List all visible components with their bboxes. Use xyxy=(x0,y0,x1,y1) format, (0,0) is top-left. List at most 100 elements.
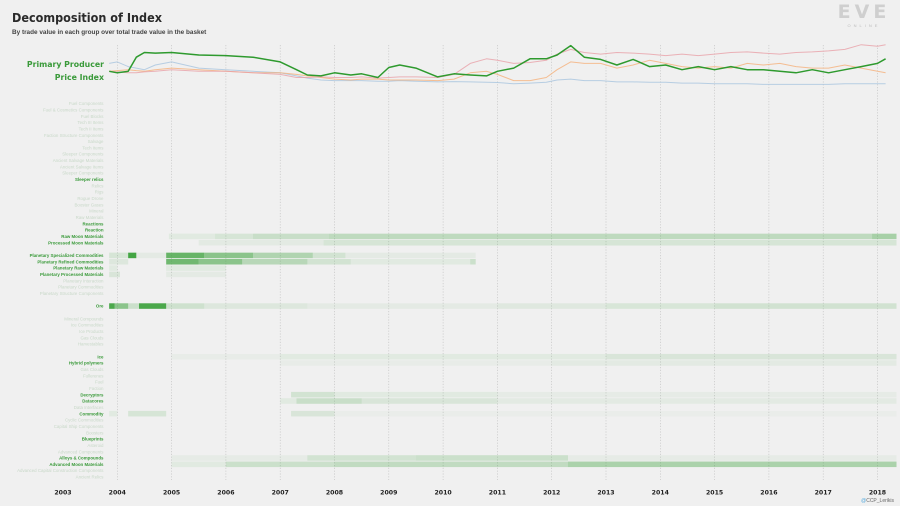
row-label: Planetary Interaction xyxy=(63,278,104,283)
row-label: Planetary Raw Materials xyxy=(53,266,104,271)
row-label: Asteroid xyxy=(87,443,104,448)
row-label: Reactions xyxy=(83,221,105,226)
heat-cell xyxy=(307,303,498,309)
heat-cell xyxy=(171,455,308,461)
index-lines xyxy=(109,44,886,85)
heat-cell xyxy=(168,233,216,240)
row-label: Ancient Relics xyxy=(76,475,105,480)
heat-cell xyxy=(114,303,129,309)
heat-cell xyxy=(361,398,498,404)
author-credit[interactable]: @CCP_Lerikis xyxy=(861,498,894,504)
heat-cell xyxy=(198,258,243,265)
year-label-2005: 2005 xyxy=(163,490,180,497)
heat-cell xyxy=(551,360,897,366)
heat-cell xyxy=(329,233,873,240)
row-label: Planetary Specialized Commodities xyxy=(30,253,104,258)
heat-cell xyxy=(253,252,313,259)
heat-cell xyxy=(350,258,471,265)
row-label: Capital Ship Components xyxy=(54,424,105,429)
heat-cell xyxy=(242,258,308,265)
year-label-2018: 2018 xyxy=(869,490,886,497)
index-title-line: Primary Producer xyxy=(27,60,104,69)
heat-cell xyxy=(198,239,324,246)
row-label: Tech III Items xyxy=(77,120,104,125)
twitter-prefix: @ xyxy=(861,498,867,504)
row-label: Ice xyxy=(97,354,104,359)
year-label-2008: 2008 xyxy=(326,490,343,497)
logo-text: EVE xyxy=(837,1,891,23)
year-label-2013: 2013 xyxy=(597,490,614,497)
row-label: Ancient Salvage Materials xyxy=(53,158,105,163)
series-line-blue xyxy=(109,61,886,85)
heat-cell xyxy=(415,455,568,461)
row-label: Harvestables xyxy=(78,342,104,347)
row-label: Advanced Moon Materials xyxy=(49,462,104,467)
heat-cell xyxy=(334,391,498,398)
heat-cell xyxy=(323,239,897,246)
row-label: Ancient Salvage Items xyxy=(60,164,104,169)
heat-cell xyxy=(215,233,254,240)
heat-cell xyxy=(307,258,351,265)
year-label-2003: 2003 xyxy=(54,490,71,497)
row-label: Sleeper relics xyxy=(75,177,104,182)
row-label: Ice Products xyxy=(79,329,104,334)
heat-cell xyxy=(109,303,115,309)
row-label: Rogue Drone xyxy=(77,196,104,201)
heat-cell xyxy=(204,252,254,259)
row-label: Reaction xyxy=(85,228,104,233)
heat-cell xyxy=(335,411,897,417)
row-label: Booster Gases xyxy=(74,202,104,207)
index-title-line: Price Index xyxy=(55,73,104,82)
row-label: Sleeper Components xyxy=(62,171,104,176)
year-label-2009: 2009 xyxy=(380,490,397,497)
year-axis-labels: 2003 2004 2005 2006 2007 2008 2009 2010 2011 2012… xyxy=(54,490,886,497)
year-label-2010: 2010 xyxy=(434,490,452,497)
heat-cell xyxy=(291,410,335,417)
year-label-2006: 2006 xyxy=(217,490,234,497)
heat-cell xyxy=(166,258,199,265)
page-title: Decomposition of Index xyxy=(12,10,162,25)
row-label: Gas Clouds xyxy=(81,367,105,372)
heat-cell xyxy=(171,461,226,468)
row-label: Faction xyxy=(89,386,104,391)
heat-cell xyxy=(312,252,346,259)
row-label: Ice Commodities xyxy=(71,323,105,328)
row-label: Commodity xyxy=(79,411,104,416)
heat-cell xyxy=(253,233,330,240)
heat-cell xyxy=(280,398,297,404)
heat-cell xyxy=(345,252,476,259)
year-label-2012: 2012 xyxy=(543,490,560,497)
heat-cell xyxy=(497,398,897,404)
index-title: Primary Producer Price Index xyxy=(27,60,104,82)
row-label: Planetary Refined Commodities xyxy=(37,259,104,264)
heat-cell xyxy=(109,252,129,259)
author-handle: CCP_Lerikis xyxy=(866,498,894,504)
row-label: Advanced Components xyxy=(58,449,104,454)
row-label: Fuel xyxy=(95,380,104,385)
heat-cell xyxy=(166,303,205,309)
series-line-pink xyxy=(109,44,886,79)
row-label: Relics xyxy=(92,183,105,188)
row-label: Mineral xyxy=(89,209,103,214)
heat-cell xyxy=(606,353,897,360)
row-label: Fullerenes xyxy=(83,373,104,378)
row-label: Hybrid polymers xyxy=(69,361,104,366)
heat-cell xyxy=(109,265,118,271)
year-label-2004: 2004 xyxy=(109,490,127,497)
heat-cell xyxy=(497,391,897,398)
heat-cell xyxy=(166,271,226,278)
year-label-2017: 2017 xyxy=(815,490,832,497)
heat-cell xyxy=(606,303,715,309)
heatmap-cells xyxy=(109,233,897,468)
heat-cell xyxy=(171,353,281,360)
row-label: Cyclic Commodities xyxy=(65,418,104,423)
row-label: Planetary Structure Components xyxy=(40,291,105,296)
row-label: Processed Moon Materials xyxy=(48,240,104,245)
row-label: Raw Materials xyxy=(76,215,105,220)
heat-cell xyxy=(307,455,416,461)
heat-cell xyxy=(567,455,897,461)
year-label-2015: 2015 xyxy=(706,490,723,497)
row-label: Data Interfaces xyxy=(74,405,105,410)
